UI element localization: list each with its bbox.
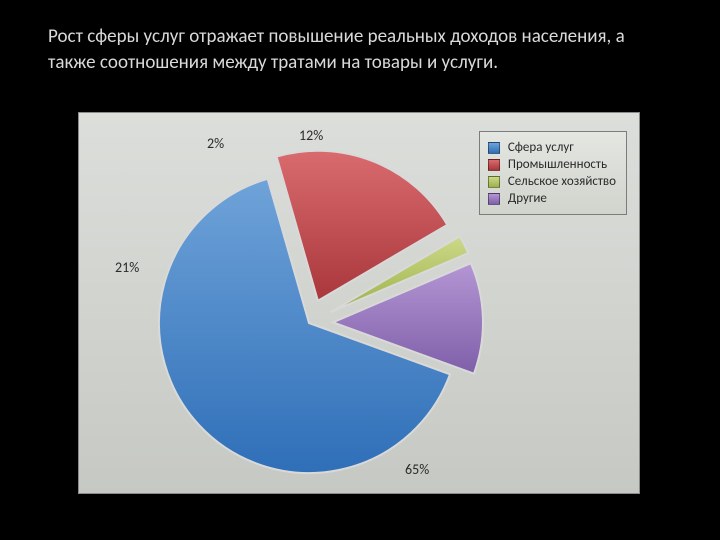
legend-label: Сфера услуг [508,140,574,155]
slide-title: Рост сферы услуг отражает повышение реал… [48,24,672,75]
pie-chart: 65% 21% 2% 12% [109,133,469,473]
legend-swatch-icon [488,176,500,188]
slice-label-agriculture: 2% [207,135,224,152]
legend-label: Сельское хозяйство [508,174,616,189]
legend-item-services: Сфера услуг [488,140,616,155]
slide: Рост сферы услуг отражает повышение реал… [0,0,720,540]
slice-label-services: 65% [405,461,429,478]
legend-label: Промышленность [508,157,607,172]
legend-swatch-icon [488,193,500,205]
legend-swatch-icon [488,159,500,171]
slice-label-other: 12% [299,127,323,144]
legend-label: Другие [508,191,547,206]
chart-area: 65% 21% 2% 12% Сфера услуг Промышленност… [78,112,640,494]
slice-label-industry: 21% [115,259,139,276]
legend-item-other: Другие [488,191,616,206]
legend-item-industry: Промышленность [488,157,616,172]
legend-swatch-icon [488,142,500,154]
legend-item-agriculture: Сельское хозяйство [488,174,616,189]
legend: Сфера услуг Промышленность Сельское хозя… [479,131,627,215]
